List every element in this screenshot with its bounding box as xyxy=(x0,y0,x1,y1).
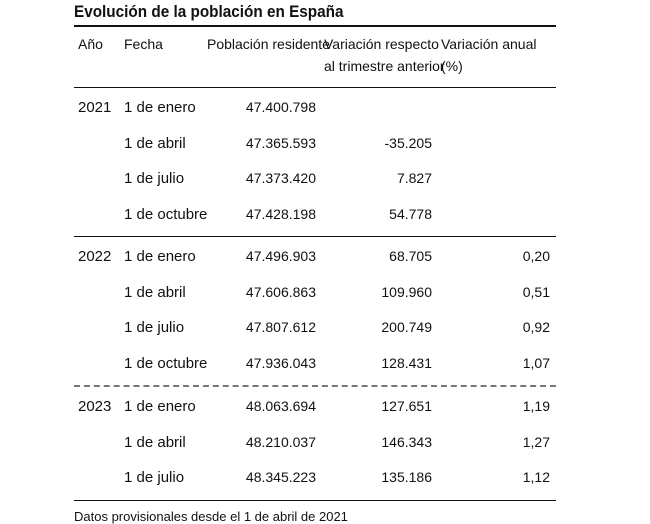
year-cell: 2023 xyxy=(78,398,112,415)
table-row: 1 de abril 48.210.037 146.343 1,27 xyxy=(74,426,556,462)
date-cell: 1 de julio xyxy=(124,469,185,486)
annual-cell: 0,51 xyxy=(522,283,550,300)
table-row: 2022 1 de enero 47.496.903 68.705 0,20 xyxy=(74,240,556,276)
population-table-sheet: Evolución de la población en España Año … xyxy=(74,0,556,524)
variation-cell: 128.431 xyxy=(381,354,432,371)
annual-cell: 1,12 xyxy=(522,469,550,485)
header-variation-line2: al trimestre anterior xyxy=(324,58,445,74)
population-cell: 47.373.420 xyxy=(245,170,316,186)
date-cell: 1 de octubre xyxy=(124,354,208,372)
date-cell: 1 de enero xyxy=(124,99,196,116)
date-cell: 1 de enero xyxy=(124,248,196,265)
date-cell: 1 de enero xyxy=(124,398,196,415)
annual-cell: 0,20 xyxy=(522,248,550,264)
year-cell: 2021 xyxy=(78,99,112,116)
table-row: 1 de julio 48.345.223 135.186 1,12 xyxy=(74,461,556,497)
table-row: 1 de julio 47.807.612 200.749 0,92 xyxy=(74,311,556,347)
group-divider xyxy=(74,236,556,237)
footnote: Datos provisionales desde el 1 de abril … xyxy=(74,508,348,524)
year-group-2023: 2023 1 de enero 48.063.694 127.651 1,19 … xyxy=(74,387,556,500)
annual-cell: 1,07 xyxy=(522,354,550,371)
year-group-2022: 2022 1 de enero 47.496.903 68.705 0,20 1… xyxy=(74,237,556,385)
header-population: Población residente xyxy=(207,36,330,52)
table-row: 1 de julio 47.373.420 7.827 xyxy=(74,162,556,198)
variation-cell: 135.186 xyxy=(381,469,432,485)
header-variation: Variación respecto al trimestre anterior xyxy=(324,33,445,77)
population-cell: 47.807.612 xyxy=(245,319,316,335)
top-rule xyxy=(74,25,556,27)
table-row: 1 de abril 47.365.593 -35.205 xyxy=(74,127,556,163)
header-date: Fecha xyxy=(124,36,163,52)
year-group-2021: 2021 1 de enero 47.400.798 1 de abril 47… xyxy=(74,88,556,236)
variation-cell: 109.960 xyxy=(381,283,432,300)
header-rule xyxy=(74,87,556,88)
table-row: 2023 1 de enero 48.063.694 127.651 1,19 xyxy=(74,390,556,426)
header-annual-line2: (%) xyxy=(441,58,463,74)
variation-cell: -35.205 xyxy=(384,134,432,151)
population-cell: 47.496.903 xyxy=(245,248,316,264)
population-cell: 47.428.198 xyxy=(245,205,316,222)
variation-cell: 146.343 xyxy=(381,433,432,450)
variation-cell: 200.749 xyxy=(381,319,432,335)
population-cell: 47.606.863 xyxy=(245,283,316,300)
population-cell: 48.063.694 xyxy=(245,398,316,414)
date-cell: 1 de abril xyxy=(124,283,186,301)
variation-cell: 7.827 xyxy=(396,170,432,186)
date-cell: 1 de abril xyxy=(124,134,186,152)
date-cell: 1 de julio xyxy=(124,319,185,336)
population-cell: 48.345.223 xyxy=(245,469,316,485)
table-row: 1 de octubre 47.428.198 54.778 xyxy=(74,198,556,234)
variation-cell: 127.651 xyxy=(381,398,432,414)
table-row: 2021 1 de enero 47.400.798 xyxy=(74,91,556,127)
table-title: Evolución de la población en España xyxy=(74,2,344,21)
header-variation-line1: Variación respecto xyxy=(324,36,439,52)
population-cell: 47.365.593 xyxy=(245,134,316,151)
population-cell: 47.936.043 xyxy=(245,354,316,371)
variation-cell: 54.778 xyxy=(389,205,432,222)
table-header: Año Fecha Población residente Variación … xyxy=(74,27,556,87)
table-row: 1 de octubre 47.936.043 128.431 1,07 xyxy=(74,347,556,383)
population-cell: 47.400.798 xyxy=(245,99,316,115)
bottom-rule xyxy=(74,499,556,501)
annual-cell: 1,19 xyxy=(522,398,550,414)
header-annual: Variación anual (%) xyxy=(441,33,536,77)
variation-cell: 68.705 xyxy=(389,248,432,264)
header-annual-line1: Variación anual xyxy=(441,36,537,52)
date-cell: 1 de julio xyxy=(124,170,185,187)
date-cell: 1 de octubre xyxy=(124,205,208,223)
group-divider-dashed xyxy=(74,385,556,387)
table-row: 1 de abril 47.606.863 109.960 0,51 xyxy=(74,276,556,312)
population-cell: 48.210.037 xyxy=(245,433,316,450)
year-cell: 2022 xyxy=(78,248,112,265)
date-cell: 1 de abril xyxy=(124,433,186,451)
annual-cell: 0,92 xyxy=(522,319,550,335)
header-year: Año xyxy=(78,36,103,52)
annual-cell: 1,27 xyxy=(522,433,550,450)
